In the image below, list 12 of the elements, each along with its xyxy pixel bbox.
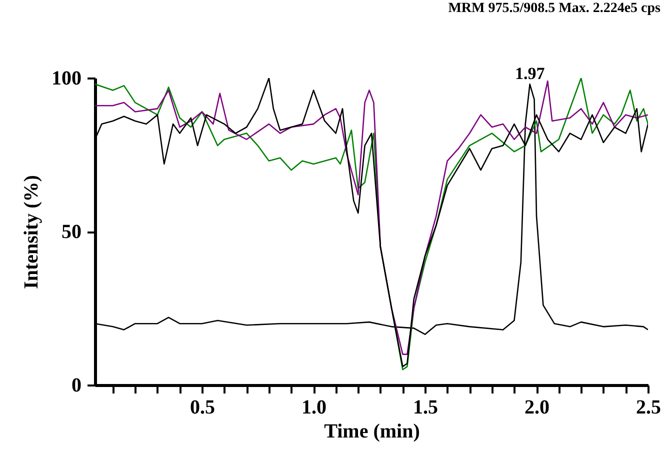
x-tick-label: 1.0 xyxy=(302,396,327,418)
x-tick-label: 2.0 xyxy=(524,396,550,418)
x-axis-title: Time (min) xyxy=(324,420,420,442)
x-tick-label: 0.5 xyxy=(190,396,216,418)
x-tick-label: 2.5 xyxy=(636,396,661,418)
y-tick-label: 50 xyxy=(62,221,82,243)
chart-title: MRM 975.5/908.5 Max. 2.224e5 cps xyxy=(448,1,662,16)
annotation: 1.97 xyxy=(514,64,546,84)
y-axis-title: Intensity (%) xyxy=(20,175,42,289)
y-tick-label: 100 xyxy=(52,68,82,90)
y-tick-label: 0 xyxy=(72,374,82,396)
x-tick-label: 1.5 xyxy=(413,396,438,418)
